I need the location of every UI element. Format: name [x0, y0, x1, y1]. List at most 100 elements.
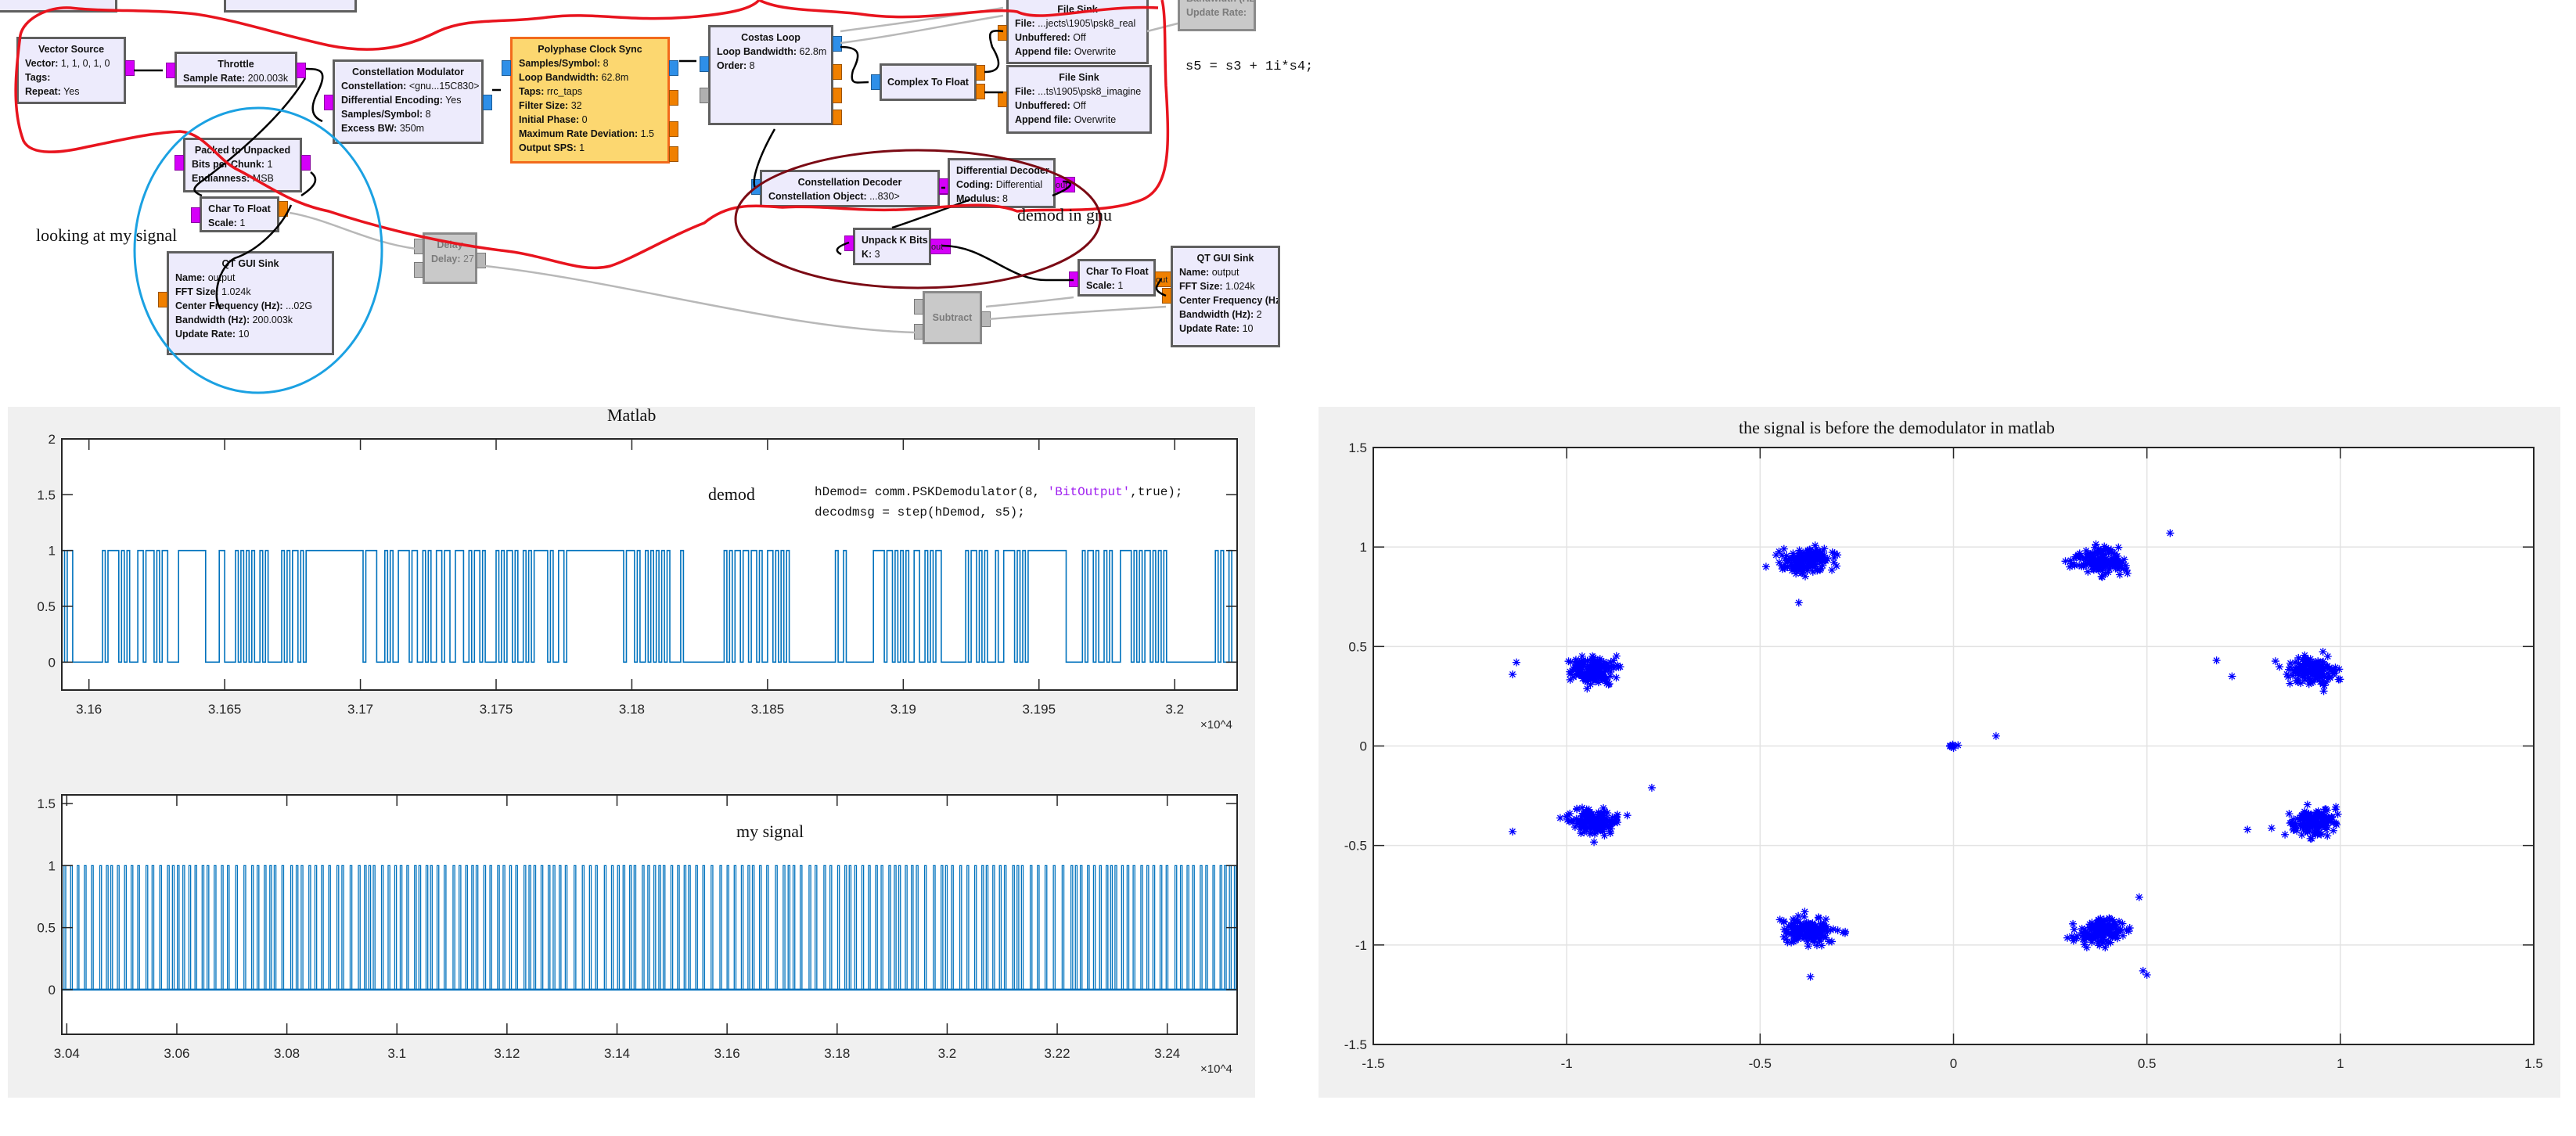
param-key: Name:	[1179, 267, 1210, 278]
signal-pulse	[787, 865, 791, 990]
scatter-point	[2097, 572, 2106, 581]
scatter-point	[2323, 832, 2332, 840]
y-tick-label: 0.5	[37, 921, 56, 936]
scatter-point	[1574, 662, 1582, 670]
y-tick-label: 2	[49, 432, 56, 447]
block-param: FFT Size: 1.024k	[1179, 279, 1272, 293]
scatter-point	[1599, 809, 1608, 818]
scatter-point	[2098, 566, 2106, 575]
scatter-point	[2166, 529, 2175, 537]
scatter-point	[2306, 667, 2315, 675]
scatter-point	[1585, 829, 1594, 838]
scatter-point	[2122, 566, 2131, 574]
signal-pulse	[159, 865, 163, 990]
scatter-point	[2330, 669, 2339, 678]
scatter-point	[1795, 555, 1804, 563]
scatter-point	[2111, 564, 2120, 573]
scatter-point	[1572, 814, 1581, 823]
signal-pulse	[201, 865, 205, 990]
block-subtract[interactable]: Subtract	[923, 291, 982, 344]
scatter-point	[1779, 933, 1788, 941]
scatter-point	[1828, 548, 1837, 556]
block-title: Subtract	[932, 312, 973, 323]
scatter-point	[2319, 647, 2327, 656]
x-tick-label: 3.2	[938, 1046, 957, 1061]
scatter-point	[1581, 815, 1589, 824]
signal-pulse	[483, 865, 487, 990]
y-tick-label: -0.5	[1344, 839, 1367, 854]
y-tick-label: 1	[1360, 540, 1367, 555]
scatter-point	[2286, 663, 2294, 671]
scatter-point	[2292, 821, 2301, 829]
scatter-point	[2289, 815, 2297, 824]
scatter-point	[1578, 671, 1587, 680]
scatter-point	[1584, 662, 1592, 670]
x-tick-label: 3.16	[714, 1046, 740, 1061]
plot-title-matlab: Matlab	[607, 405, 657, 425]
scatter-point	[2305, 659, 2314, 667]
code-text: hDemod= comm.PSKDemodulator(8,	[815, 485, 1048, 499]
demod-plot: 3.16 3.165 3.17 3.175 3.18 3.185 3.19 3.195 3.2 0…	[37, 432, 1238, 1061]
signal-pulse	[177, 865, 180, 990]
scatter-point	[2096, 915, 2105, 923]
scatter-point	[1828, 937, 1837, 946]
scatter-point	[1612, 814, 1621, 822]
scatter-point	[1790, 561, 1798, 570]
scatter-point	[1583, 685, 1592, 693]
scatter-point	[2096, 937, 2104, 946]
param-value: 2	[1254, 309, 1262, 320]
scatter-point	[2117, 559, 2125, 568]
scatter-point	[1826, 926, 1835, 934]
x-tick-label: 1.5	[2524, 1056, 2543, 1071]
scatter-point	[1582, 805, 1591, 814]
signal-pulse	[214, 865, 217, 990]
scatter-point	[2312, 818, 2320, 826]
signal-pulse	[998, 865, 1002, 990]
x-tick-label: 3.18	[619, 702, 645, 717]
signal-pulse	[1092, 865, 1096, 990]
scatter-point	[1565, 817, 1574, 825]
scatter-point	[1790, 925, 1798, 933]
signal-pulse	[829, 865, 833, 990]
signal-pulse	[300, 865, 304, 990]
scatter-point	[1954, 741, 1963, 750]
block-qt-gui-sink-2[interactable]: QT GUI Sink Name: output FFT Size: 1.024k C…	[1171, 246, 1280, 347]
scatter-point	[1583, 656, 1592, 665]
block-param: Center Frequency (Hz):	[1179, 293, 1278, 307]
signal-x-exponent-label: ×10^4	[1200, 1062, 1232, 1076]
scatter-point	[1600, 807, 1609, 816]
scatter-point	[2286, 679, 2294, 688]
signal-pulse	[622, 865, 626, 990]
scatter-point	[2069, 919, 2078, 928]
signal-pulse	[747, 865, 750, 990]
scatter-point	[1808, 920, 1817, 929]
scatter-point	[1828, 566, 1837, 574]
y-tick-label: -1	[1355, 938, 1367, 953]
scatter-point	[2094, 919, 2103, 928]
scatter-point	[2314, 819, 2322, 828]
scatter-point	[2297, 679, 2305, 688]
scatter-point	[1591, 829, 1599, 838]
scatter-point	[2294, 670, 2302, 678]
scatter-point	[1779, 918, 1788, 926]
scatter-point	[2106, 932, 2115, 940]
signal-pulse	[1212, 865, 1215, 990]
block-qt-gui-sink-disabled[interactable]: Bandwidth (Hz): Update Rate:	[1178, 0, 1256, 31]
scatter-point	[1564, 657, 1573, 666]
signal-pulse	[151, 865, 155, 990]
signal-pulse	[110, 865, 113, 990]
scatter-point	[1593, 672, 1602, 681]
scatter-point	[1808, 922, 1816, 931]
scatter-point	[1600, 832, 1609, 840]
scatter-point	[1574, 815, 1582, 824]
scatter-point	[2114, 559, 2123, 567]
scatter-point	[2294, 659, 2303, 667]
scatter-point	[1581, 809, 1590, 818]
scatter-point	[2304, 811, 2313, 820]
param-key: Bandwidth (Hz):	[1186, 0, 1254, 4]
signal-pulse	[670, 865, 674, 990]
scatter-point	[2289, 819, 2297, 828]
signal-pulse	[888, 865, 891, 990]
signal-pulse	[465, 865, 468, 990]
y-tick-label: 0	[49, 655, 56, 670]
